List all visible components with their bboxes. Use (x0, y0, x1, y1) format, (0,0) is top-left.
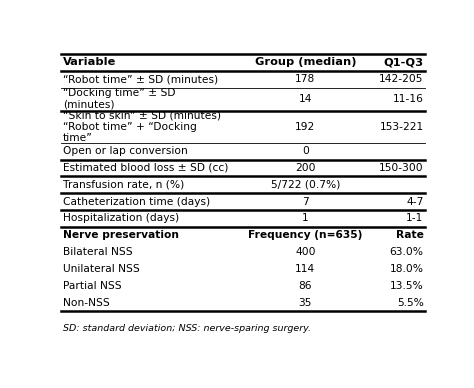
Text: Catheterization time (days): Catheterization time (days) (63, 197, 210, 207)
Text: 86: 86 (299, 281, 312, 291)
Text: Q1-Q3: Q1-Q3 (383, 57, 424, 68)
Text: 178: 178 (295, 74, 316, 84)
Text: “Docking time” ± SD
(minutes): “Docking time” ± SD (minutes) (63, 88, 175, 110)
Text: Unilateral NSS: Unilateral NSS (63, 264, 140, 274)
Text: 5/722 (0.7%): 5/722 (0.7%) (271, 180, 340, 190)
Text: Rate: Rate (396, 230, 424, 240)
Text: 114: 114 (295, 264, 316, 274)
Text: Transfusion rate, n (%): Transfusion rate, n (%) (63, 180, 184, 190)
Text: Hospitalization (days): Hospitalization (days) (63, 213, 179, 223)
Text: 200: 200 (295, 163, 316, 173)
Text: 35: 35 (299, 298, 312, 308)
Text: 18.0%: 18.0% (390, 264, 424, 274)
Text: Bilateral NSS: Bilateral NSS (63, 247, 133, 257)
Text: SD: standard deviation; NSS: nerve-sparing surgery.: SD: standard deviation; NSS: nerve-spari… (63, 324, 311, 333)
Text: 150-300: 150-300 (379, 163, 424, 173)
Text: 14: 14 (299, 94, 312, 104)
Text: 7: 7 (302, 197, 309, 207)
Text: 4-7: 4-7 (406, 197, 424, 207)
Text: Estimated blood loss ± SD (cc): Estimated blood loss ± SD (cc) (63, 163, 228, 173)
Text: 1: 1 (302, 213, 309, 223)
Text: 1-1: 1-1 (406, 213, 424, 223)
Text: 142-205: 142-205 (379, 74, 424, 84)
Text: “Skin to skin” ± SD (minutes)
“Robot time” + “Docking
time”: “Skin to skin” ± SD (minutes) “Robot tim… (63, 110, 221, 143)
Text: Partial NSS: Partial NSS (63, 281, 121, 291)
Text: 5.5%: 5.5% (397, 298, 424, 308)
Text: Nerve preservation: Nerve preservation (63, 230, 179, 240)
Text: Open or lap conversion: Open or lap conversion (63, 146, 188, 156)
Text: 63.0%: 63.0% (390, 247, 424, 257)
Text: Group (median): Group (median) (255, 57, 356, 68)
Text: 400: 400 (295, 247, 316, 257)
Text: Frequency (n=635): Frequency (n=635) (248, 230, 363, 240)
Text: 13.5%: 13.5% (390, 281, 424, 291)
Text: 153-221: 153-221 (379, 122, 424, 132)
Text: “Robot time” ± SD (minutes): “Robot time” ± SD (minutes) (63, 74, 218, 84)
Text: 11-16: 11-16 (393, 94, 424, 104)
Text: 192: 192 (295, 122, 316, 132)
Text: Variable: Variable (63, 57, 116, 68)
Text: Non-NSS: Non-NSS (63, 298, 109, 308)
Text: 0: 0 (302, 146, 309, 156)
